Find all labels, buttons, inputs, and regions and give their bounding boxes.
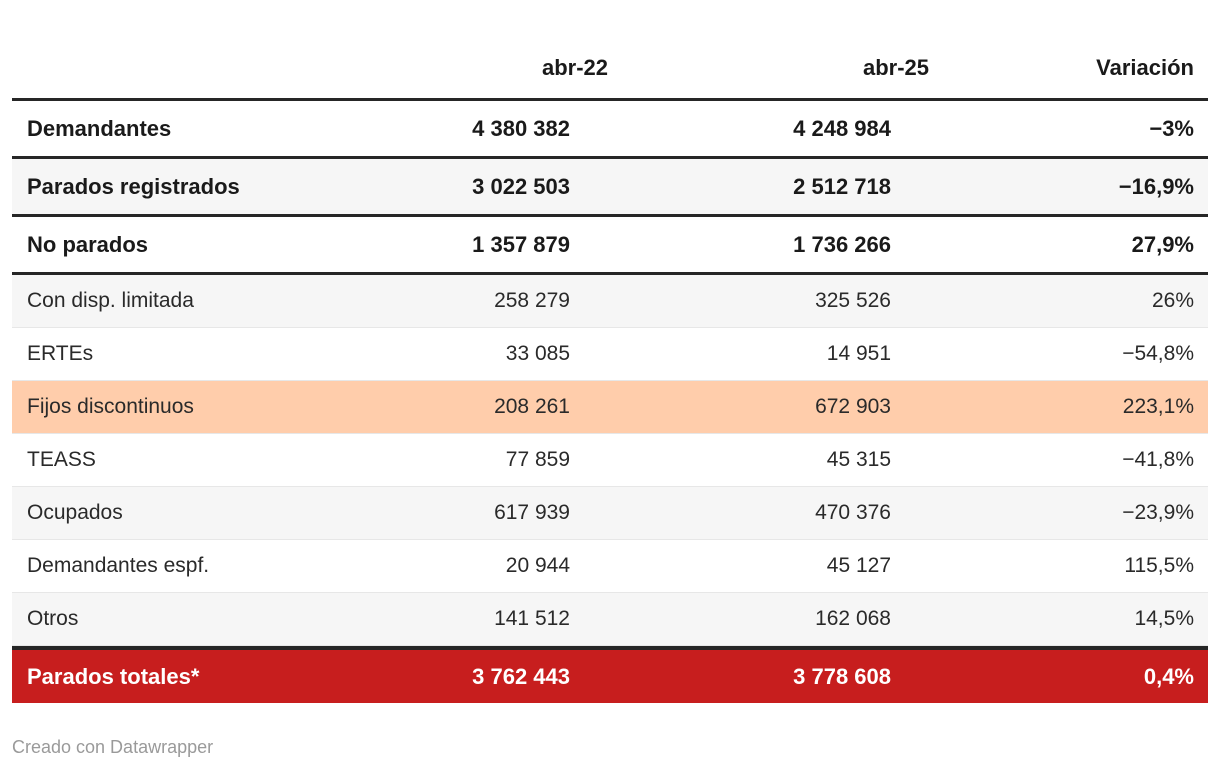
table-row: Con disp. limitada 258 279 325 526 26% (12, 275, 1208, 328)
value-abr25: 3 778 608 (793, 663, 891, 689)
row-label: Parados registrados (27, 173, 240, 199)
row-label: Otros (27, 607, 79, 630)
row-label: Demandantes espf. (27, 554, 210, 577)
table-row: Demandantes espf. 20 944 45 127 115,5% (12, 540, 1208, 593)
table-row: ERTEs 33 085 14 951 −54,8% (12, 328, 1208, 381)
row-label: Fijos discontinuos (27, 395, 194, 418)
value-abr22: 141 512 (494, 607, 570, 630)
header-abr25: abr-25 (862, 55, 929, 80)
table-row: Ocupados 617 939 470 376 −23,9% (12, 487, 1208, 540)
row-label: Demandantes (27, 115, 172, 141)
value-abr22: 20 944 (505, 554, 570, 577)
value-abr22: 208 261 (494, 395, 570, 418)
value-variacion: −3% (1149, 115, 1194, 141)
table-row: Fijos discontinuos 208 261 672 903 223,1… (12, 381, 1208, 434)
value-abr25: 470 376 (815, 501, 891, 524)
row-label: Con disp. limitada (27, 289, 194, 312)
value-abr25: 45 315 (826, 448, 891, 471)
value-variacion: 14,5% (1134, 607, 1194, 630)
value-abr25: 1 736 266 (793, 231, 891, 257)
value-variacion: −41,8% (1122, 448, 1194, 471)
value-abr22: 3 762 443 (472, 663, 570, 689)
unemployment-table: abr-22 abr-25 Variación Demandantes 4 38… (12, 38, 1208, 703)
value-variacion: 115,5% (1124, 554, 1194, 577)
table-row: Parados totales* 3 762 443 3 778 608 0,4… (12, 646, 1208, 703)
table-row: Otros 141 512 162 068 14,5% (12, 593, 1208, 646)
row-label: Parados totales* (27, 663, 200, 689)
table-row: Demandantes 4 380 382 4 248 984 −3% (12, 101, 1208, 159)
table-row: No parados 1 357 879 1 736 266 27,9% (12, 217, 1208, 275)
value-variacion: 0,4% (1143, 663, 1194, 689)
value-variacion: 223,1% (1122, 395, 1194, 418)
header-abr22: abr-22 (541, 55, 608, 80)
value-abr22: 4 380 382 (472, 115, 570, 141)
value-variacion: 26% (1151, 289, 1194, 312)
value-variacion: −54,8% (1122, 342, 1194, 365)
table-body: Demandantes 4 380 382 4 248 984 −3% Para… (12, 98, 1208, 703)
row-label: No parados (27, 231, 149, 257)
value-abr25: 672 903 (815, 395, 891, 418)
value-abr25: 4 248 984 (793, 115, 891, 141)
row-label: Ocupados (27, 501, 123, 524)
value-variacion: −23,9% (1122, 501, 1194, 524)
table-row: Parados registrados 3 022 503 2 512 718 … (12, 159, 1208, 217)
value-abr25: 2 512 718 (793, 173, 891, 199)
value-abr25: 14 951 (826, 342, 891, 365)
table-row: TEASS 77 859 45 315 −41,8% (12, 434, 1208, 487)
value-abr22: 3 022 503 (472, 173, 570, 199)
value-abr22: 258 279 (494, 289, 570, 312)
value-abr22: 1 357 879 (472, 231, 570, 257)
value-abr25: 162 068 (815, 607, 891, 630)
value-abr22: 77 859 (505, 448, 570, 471)
value-abr22: 33 085 (505, 342, 570, 365)
value-variacion: 27,9% (1131, 231, 1194, 257)
value-abr22: 617 939 (494, 501, 570, 524)
header-variacion: Variación (1096, 55, 1194, 80)
datawrapper-credit-link[interactable]: Creado con Datawrapper (12, 737, 214, 757)
table-header-row: abr-22 abr-25 Variación (12, 38, 1208, 98)
row-label: ERTEs (27, 342, 94, 365)
value-abr25: 325 526 (815, 289, 891, 312)
row-label: TEASS (27, 448, 96, 471)
value-variacion: −16,9% (1118, 173, 1194, 199)
value-abr25: 45 127 (826, 554, 891, 577)
